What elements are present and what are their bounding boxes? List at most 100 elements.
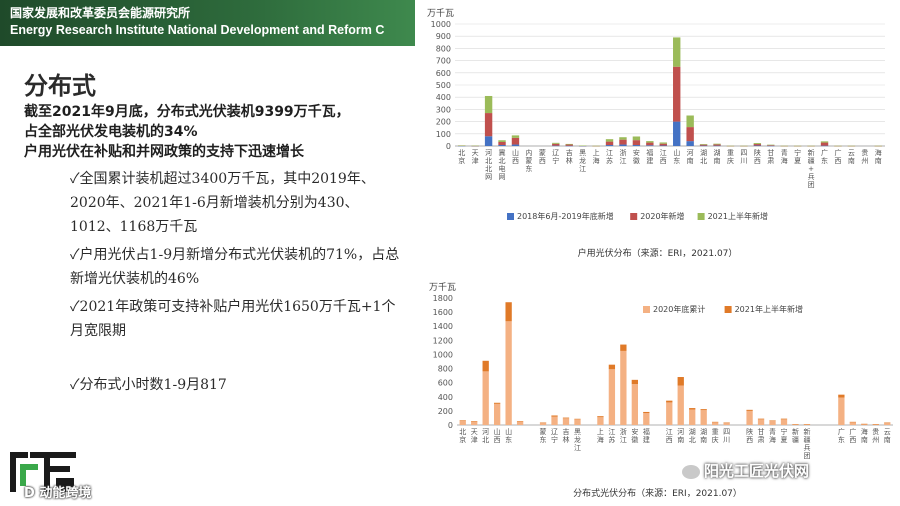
bar-segment bbox=[562, 417, 570, 419]
y-tick-label: 800 bbox=[438, 365, 453, 374]
x-tick-label: 浙江 bbox=[620, 427, 627, 444]
wechat-icon bbox=[682, 464, 700, 479]
legend-label: 2021年上半年新增 bbox=[735, 304, 803, 314]
bar-segment bbox=[686, 115, 694, 128]
bar-segment bbox=[769, 420, 776, 421]
x-tick-label: 天津 bbox=[471, 428, 478, 444]
bar-segment bbox=[820, 142, 829, 146]
y-tick-label: 1200 bbox=[433, 336, 453, 345]
bar-segment bbox=[884, 422, 891, 424]
x-tick-label: 陕西 bbox=[746, 427, 753, 444]
bar-segment bbox=[780, 419, 788, 425]
bar-segment bbox=[834, 145, 842, 147]
y-tick-label: 0 bbox=[446, 142, 451, 151]
bar-segment bbox=[565, 143, 573, 145]
institute-name-en: Energy Research Institute National Devel… bbox=[10, 23, 385, 37]
bar-segment bbox=[471, 421, 478, 425]
x-tick-label: 安徽 bbox=[633, 148, 640, 165]
x-tick-label: 江苏 bbox=[608, 428, 615, 444]
x-tick-label: 蒙东 bbox=[540, 427, 547, 444]
bar-segment bbox=[780, 145, 788, 147]
bar-segment bbox=[631, 379, 638, 385]
text-panel: 分布式 截至2021年9月底，分布式光伏装机9399万千瓦， 占全部光伏发电装机… bbox=[0, 46, 420, 506]
bar-segment bbox=[605, 139, 614, 142]
bar-segment bbox=[578, 145, 587, 147]
legend-swatch bbox=[724, 306, 732, 313]
y-tick-label: 200 bbox=[436, 118, 451, 127]
bar-segment bbox=[498, 140, 506, 142]
bar-segment bbox=[677, 377, 684, 386]
legend-swatch bbox=[630, 213, 638, 220]
bar-segment bbox=[620, 344, 627, 351]
bar-segment bbox=[793, 145, 802, 147]
bar-segment bbox=[458, 145, 466, 146]
legend-swatch bbox=[643, 306, 650, 313]
bar-segment bbox=[565, 144, 573, 146]
bar-segment bbox=[574, 418, 581, 420]
bar-segment bbox=[605, 145, 614, 146]
bar-segment bbox=[552, 145, 560, 147]
bar-segment bbox=[699, 144, 708, 146]
brand-logo-text: D 动能跨境 bbox=[24, 486, 92, 501]
legend-swatch bbox=[507, 213, 514, 220]
y-tick-label: 300 bbox=[436, 105, 451, 114]
y-unit-label: 万千瓦 bbox=[427, 8, 454, 19]
distributed-pv-chart: 万千瓦 0 200 400 600 800 1000 1200 1400 1600 1800 北京 天津… bbox=[415, 280, 900, 506]
bar-segment bbox=[753, 143, 762, 145]
bar-segment bbox=[753, 144, 762, 146]
x-tick-label: 上海 bbox=[593, 148, 600, 165]
bullet-item: ✓全国累计装机超过3400万千瓦，其中2019年、2020年、2021年1-6月… bbox=[70, 171, 375, 235]
bar-segment bbox=[471, 421, 478, 422]
bar-segment bbox=[632, 145, 641, 146]
bar-segment bbox=[666, 402, 673, 425]
bar-segment bbox=[608, 364, 616, 370]
bar-segment bbox=[874, 145, 882, 147]
bar-segment bbox=[498, 141, 506, 146]
bar-segment bbox=[484, 113, 493, 137]
x-tick-label: 安徽 bbox=[631, 427, 638, 444]
y-tick-label: 900 bbox=[436, 32, 451, 41]
bar-segment bbox=[505, 321, 512, 425]
bar-segment bbox=[746, 410, 753, 425]
bar-segment bbox=[552, 143, 560, 146]
bar-segment bbox=[673, 37, 681, 67]
x-tick-label: 山西 bbox=[494, 427, 501, 444]
y-tick-label: 1400 bbox=[433, 322, 453, 331]
bar-segment bbox=[666, 400, 673, 403]
x-tick-label: 内蒙东 bbox=[525, 148, 532, 173]
bar-segment bbox=[861, 423, 868, 425]
bar-segment bbox=[820, 141, 829, 143]
brand-logo bbox=[10, 452, 76, 492]
bar-segment bbox=[769, 420, 776, 425]
bar-segment bbox=[861, 423, 868, 425]
bar-segment bbox=[686, 127, 694, 142]
bar-segment bbox=[620, 350, 627, 425]
x-tick-label: 湖北 bbox=[700, 148, 707, 165]
bar-segment bbox=[511, 144, 520, 146]
bar-segment bbox=[757, 419, 765, 425]
bar-segment bbox=[723, 422, 730, 425]
slide-heading: 分布式 bbox=[24, 72, 96, 100]
bar-segment bbox=[632, 140, 641, 146]
bar-segment bbox=[807, 145, 815, 147]
bar-segment bbox=[471, 145, 479, 147]
x-tick-label: 海南 bbox=[861, 427, 868, 444]
y-tick-label: 1000 bbox=[431, 20, 451, 29]
bar-segment bbox=[482, 371, 489, 425]
household-pv-chart-svg: 万千瓦01002003004005006007008009001000北京天津河… bbox=[427, 8, 885, 221]
bar-segment bbox=[597, 417, 604, 425]
x-tick-label: 云南 bbox=[848, 149, 855, 165]
x-tick-label: 黑龙江 bbox=[579, 149, 586, 173]
x-tick-label: 辽宁 bbox=[551, 428, 558, 444]
x-tick-label: 江西 bbox=[666, 428, 673, 444]
x-tick-label: 上海 bbox=[597, 427, 604, 444]
bar-segment bbox=[605, 141, 614, 146]
bar-segment bbox=[484, 136, 493, 146]
bar-segment bbox=[847, 145, 856, 147]
bar-segment bbox=[659, 143, 667, 146]
institute-name-cn: 国家发展和改革委员会能源研究所 bbox=[10, 6, 191, 20]
bar-segment bbox=[820, 145, 829, 147]
y-tick-label: 400 bbox=[438, 393, 453, 402]
x-tick-label: 云南 bbox=[884, 428, 891, 444]
x-tick-label: 北京 bbox=[458, 149, 465, 165]
